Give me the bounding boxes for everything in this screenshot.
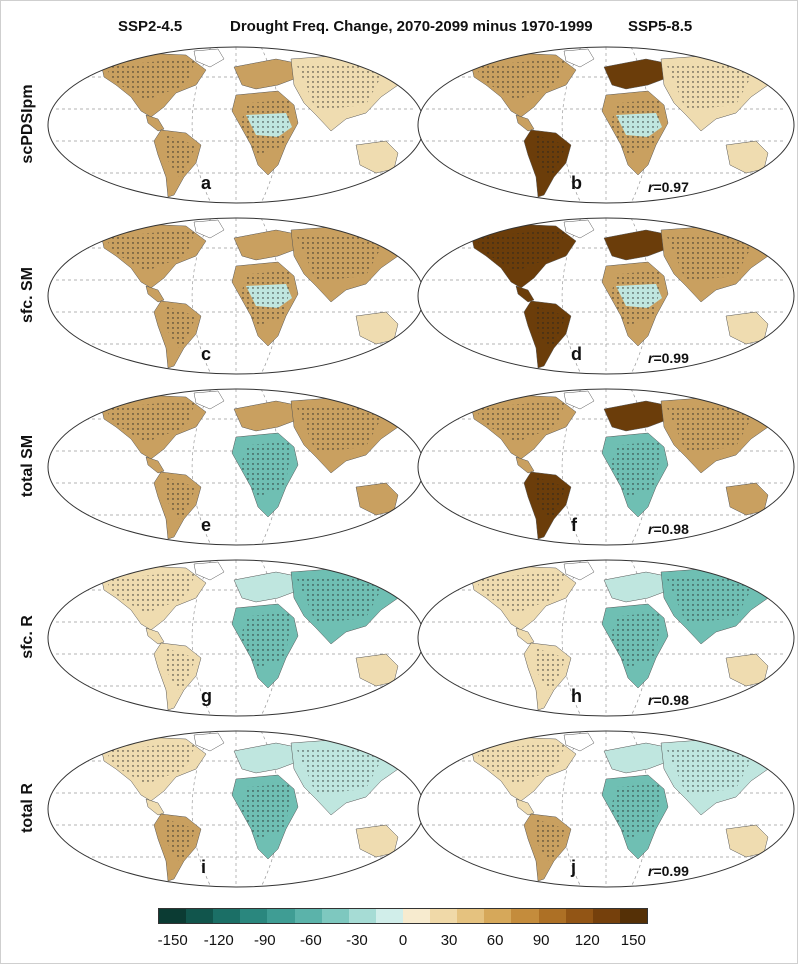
- map-panel-ssp245: [46, 729, 426, 889]
- map-svg: [47, 559, 425, 717]
- r-symbol: r: [648, 350, 654, 366]
- map-panel-ssp585: [416, 729, 796, 889]
- colorbar-tick-label: 30: [440, 932, 458, 949]
- row-label: sfc. SM: [19, 267, 36, 324]
- r-symbol: r: [648, 179, 654, 195]
- colorbar-cell: [538, 909, 566, 923]
- europe-shape: [233, 571, 297, 603]
- correlation-label: r=0.98: [648, 521, 689, 537]
- europe-shape: [603, 58, 667, 90]
- europe-shape: [233, 58, 297, 90]
- r-symbol: r: [648, 692, 654, 708]
- colorbar-cell: [430, 909, 458, 923]
- colorbar-tick-label: -120: [203, 932, 234, 949]
- colorbar-cell: [321, 909, 349, 923]
- map-panel-ssp245: [46, 558, 426, 718]
- figure-title: Drought Freq. Change, 2070-2099 minus 19…: [230, 18, 593, 35]
- colorbar-cell: [484, 909, 512, 923]
- panel-letter: g: [201, 686, 212, 706]
- r-value: =0.97: [653, 179, 689, 195]
- colorbar-cell: [619, 909, 647, 923]
- colorbar-tick-label: -150: [157, 932, 188, 949]
- row-label: total SM: [19, 434, 36, 498]
- colorbar: [158, 908, 648, 924]
- map-panel-ssp585: [416, 45, 796, 205]
- map-panel-ssp245: [46, 387, 426, 547]
- colorbar-cell: [159, 909, 187, 923]
- r-value: =0.99: [653, 350, 689, 366]
- panel-letter: j: [571, 857, 577, 877]
- europe-shape: [233, 742, 297, 774]
- panel-letter: d: [571, 344, 582, 364]
- colorbar-tick-label: 0: [398, 932, 408, 949]
- colorbar-cell: [348, 909, 376, 923]
- colorbar-cell: [267, 909, 295, 923]
- europe-shape: [603, 400, 667, 432]
- map-svg: [417, 730, 795, 888]
- colorbar-cell: [240, 909, 268, 923]
- colorbar-cell: [375, 909, 403, 923]
- map-svg: [47, 217, 425, 375]
- europe-shape: [233, 229, 297, 261]
- map-svg: [417, 388, 795, 546]
- correlation-label: r=0.99: [648, 350, 689, 366]
- r-value: =0.98: [653, 521, 689, 537]
- row-label: scPDSIpm: [19, 84, 36, 164]
- row-label: sfc. R: [19, 615, 36, 659]
- europe-shape: [233, 400, 297, 432]
- panel-letter: f: [571, 515, 577, 535]
- colorbar-tick-label: 60: [486, 932, 504, 949]
- colorbar-tick-label: -90: [253, 932, 276, 949]
- r-symbol: r: [648, 863, 654, 879]
- row-label: total R: [19, 783, 36, 833]
- r-value: =0.99: [653, 863, 689, 879]
- r-value: =0.98: [653, 692, 689, 708]
- europe-shape: [603, 229, 667, 261]
- panel-letter: c: [201, 344, 212, 364]
- colorbar-tick-label: 90: [532, 932, 550, 949]
- colorbar-cell: [294, 909, 322, 923]
- map-svg: [417, 559, 795, 717]
- map-panel-ssp585: [416, 558, 796, 718]
- colorbar-cell: [213, 909, 241, 923]
- map-svg: [47, 388, 425, 546]
- panel-letter: e: [201, 515, 212, 535]
- colorbar-cell: [457, 909, 485, 923]
- colorbar-cell: [592, 909, 620, 923]
- map-panel-ssp585: [416, 216, 796, 376]
- r-symbol: r: [648, 521, 654, 537]
- colorbar-cell: [402, 909, 431, 923]
- colorbar-tick-label: -30: [346, 932, 368, 949]
- colorbar-cell: [186, 909, 214, 923]
- panel-letter: h: [571, 686, 582, 706]
- correlation-label: r=0.98: [648, 692, 689, 708]
- map-panel-ssp245: [46, 45, 426, 205]
- map-svg: [417, 46, 795, 204]
- map-svg: [47, 730, 425, 888]
- map-panel-ssp585: [416, 387, 796, 547]
- correlation-label: r=0.99: [648, 863, 689, 879]
- panel-letter: b: [571, 173, 582, 193]
- map-svg: [47, 46, 425, 204]
- panel-letter: a: [201, 173, 212, 193]
- map-svg: [417, 217, 795, 375]
- colorbar-tick-label: 150: [620, 932, 646, 949]
- left-column-title: SSP2-4.5: [118, 18, 183, 35]
- colorbar-tick-label: -60: [300, 932, 322, 949]
- correlation-label: r=0.97: [648, 179, 689, 195]
- europe-shape: [603, 742, 667, 774]
- colorbar-tick-label: 120: [574, 932, 600, 949]
- colorbar-cell: [565, 909, 593, 923]
- panel-letter: i: [201, 857, 207, 877]
- colorbar-cell: [511, 909, 539, 923]
- europe-shape: [603, 571, 667, 603]
- right-column-title: SSP5-8.5: [628, 18, 693, 35]
- map-panel-ssp245: [46, 216, 426, 376]
